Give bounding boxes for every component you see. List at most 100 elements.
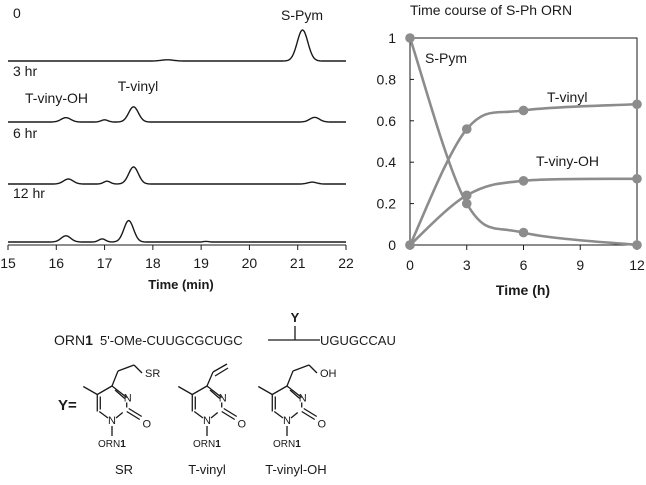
structure-caption: SR xyxy=(115,462,133,477)
kinetics-x-tick-label: 6 xyxy=(520,257,528,273)
bond xyxy=(115,411,124,419)
bond xyxy=(193,410,204,419)
hplc-x-axis-title: Time (min) xyxy=(148,277,214,292)
peak-label-t-viny-oh: T-viny-OH xyxy=(25,90,88,106)
bond xyxy=(96,385,113,396)
y-structure: O NN ORN1 OH xyxy=(257,364,337,450)
atom-label: N xyxy=(299,393,307,405)
bond xyxy=(273,410,284,419)
orn-sequence-scheme: ORN1 5'-OMe-CUUGCGCUGC Y UGUGCCAU xyxy=(54,310,396,348)
y-structure: O NN ORN1 SR xyxy=(82,364,160,450)
bond xyxy=(128,407,143,418)
bond xyxy=(210,411,219,419)
series-label-s-pym: S-Pym xyxy=(425,50,467,66)
bond xyxy=(133,364,143,374)
hplc-x-tick-label: 19 xyxy=(193,255,209,271)
sequence-3prime: UGUGCCAU xyxy=(320,333,396,348)
bond xyxy=(221,410,236,421)
bond xyxy=(286,370,294,387)
series-point xyxy=(518,176,529,186)
structure-caption: T-vinyl xyxy=(188,462,226,477)
hplc-x-tick-label: 20 xyxy=(242,255,258,271)
kinetics-x-tick-label: 3 xyxy=(463,257,471,273)
series-point xyxy=(461,190,472,201)
kinetics-y-tick-label: 1 xyxy=(388,30,396,46)
bond xyxy=(209,389,221,399)
chromatogram-trace xyxy=(8,29,346,62)
hplc-chromatogram-panel: 0 3 hr 6 hr 12 hr 15 16 17 18 19 20 21 22 Time (mi… xyxy=(0,5,354,292)
trace-time-label: 12 hr xyxy=(13,185,45,201)
kinetics-y-tick-label: 0.8 xyxy=(377,71,397,87)
series-label-t-viny-oh: T-viny-OH xyxy=(536,153,599,169)
kinetics-x-ticks: 0 3 6 9 12 xyxy=(406,245,645,273)
hplc-x-ticks: 15 16 17 18 19 20 21 22 xyxy=(0,245,354,271)
hplc-x-tick-label: 17 xyxy=(97,255,113,271)
chromatogram-trace xyxy=(8,219,346,243)
peak-label-t-vinyl: T-vinyl xyxy=(118,78,158,94)
series-point xyxy=(518,227,529,238)
kinetics-x-tick-label: 0 xyxy=(406,257,414,273)
bond xyxy=(111,370,119,387)
bond xyxy=(308,364,318,374)
bond xyxy=(191,385,208,396)
series-label-t-vinyl: T-vinyl xyxy=(547,89,587,105)
series-point xyxy=(405,240,415,250)
kinetics-y-tick-label: 0.6 xyxy=(377,113,397,129)
kinetics-y-tick-label: 0.4 xyxy=(377,154,397,170)
bond xyxy=(290,411,299,419)
hplc-x-tick-label: 21 xyxy=(290,255,306,271)
series-point xyxy=(632,99,642,110)
trace-time-label: 0 xyxy=(13,5,21,21)
kinetics-series xyxy=(405,33,642,250)
y-definition-label: Y= xyxy=(58,397,77,414)
bond xyxy=(212,363,228,373)
kinetics-chart-title: Time course of S-Ph ORN xyxy=(410,2,572,18)
bond xyxy=(206,371,214,387)
bond xyxy=(98,410,109,419)
atom-label: O xyxy=(237,419,246,431)
atom-label: N xyxy=(203,415,211,427)
kinetics-x-tick-label: 12 xyxy=(629,257,645,273)
bond xyxy=(126,410,141,421)
bond xyxy=(114,389,126,399)
bond xyxy=(301,410,316,421)
kinetics-x-axis-title: Time (h) xyxy=(496,282,550,298)
bond xyxy=(82,385,98,396)
series-line xyxy=(408,36,639,247)
atom-label: ORN1 xyxy=(273,439,301,450)
atom-label: SR xyxy=(145,368,160,380)
bond xyxy=(292,364,310,372)
chromatogram-trace xyxy=(8,166,346,185)
hplc-x-tick-label: 22 xyxy=(338,255,354,271)
atom-label: N xyxy=(108,415,116,427)
trace-time-label: 6 hr xyxy=(13,125,37,141)
series-point xyxy=(518,105,529,116)
kinetics-y-tick-label: 0 xyxy=(388,237,396,253)
y-position-marker: Y xyxy=(291,310,300,325)
series-point xyxy=(632,240,642,250)
hplc-x-tick-label: 16 xyxy=(48,255,64,271)
kinetics-y-ticks: 0 0.2 0.4 0.6 0.8 1 xyxy=(377,30,414,253)
sequence-5prime: 5'-OMe-CUUGCGCUGC xyxy=(100,333,243,348)
series-point xyxy=(461,124,472,134)
bond xyxy=(303,407,318,418)
bond xyxy=(271,385,288,396)
bond xyxy=(286,385,303,399)
kinetics-x-tick-label: 9 xyxy=(576,257,584,273)
series-point xyxy=(632,173,642,184)
atom-label: N xyxy=(283,415,291,427)
y-structures: ONNORN1SRSRONNORN1T-vinylONNORN1OHT-viny… xyxy=(82,363,337,477)
series-line xyxy=(408,177,639,247)
peak-label-s-pym: S-Pym xyxy=(281,7,323,23)
bond xyxy=(111,385,128,399)
bond xyxy=(177,385,193,396)
kinetics-chart-panel: Time course of S-Ph ORN 0 0.2 0.4 0.6 0.8 1 0… xyxy=(377,2,645,298)
bond xyxy=(257,385,273,396)
bond xyxy=(206,385,223,399)
series-line xyxy=(408,102,639,247)
hplc-x-tick-label: 18 xyxy=(145,255,161,271)
chromatogram-trace xyxy=(8,106,346,123)
y-structure: O NN ORN1 xyxy=(177,363,246,450)
trace-time-label: 3 hr xyxy=(13,63,37,79)
atom-label: ORN1 xyxy=(193,439,221,450)
